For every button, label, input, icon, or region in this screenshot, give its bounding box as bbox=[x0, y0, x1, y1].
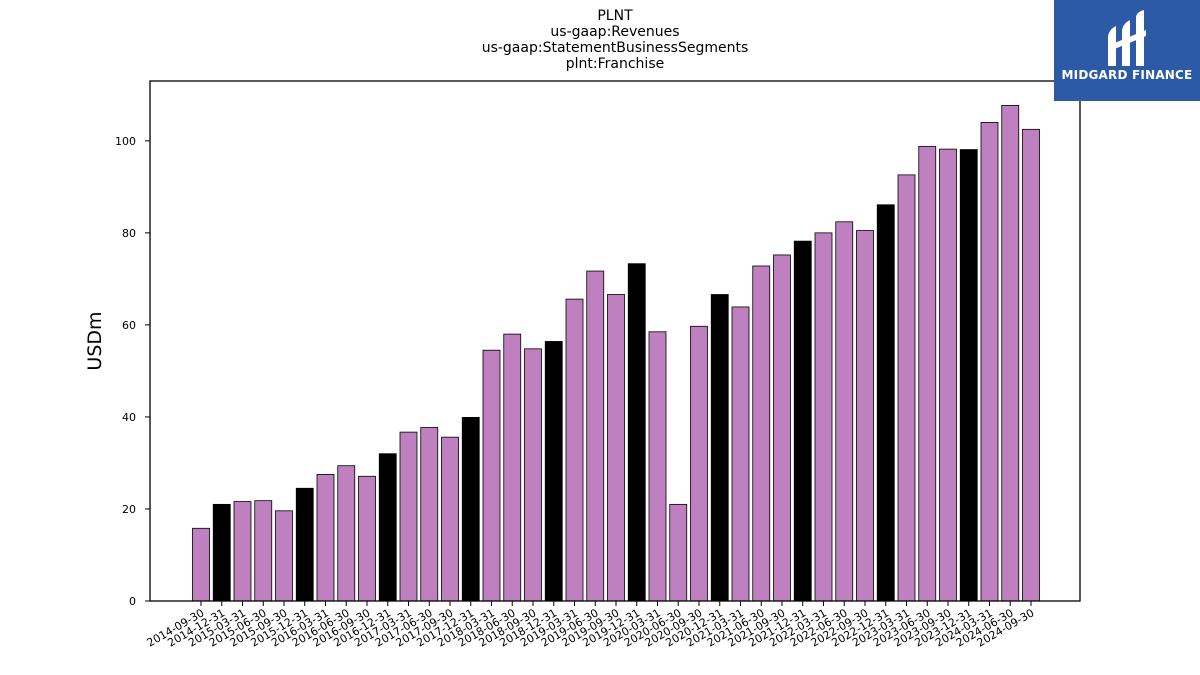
bar-2017-03-31 bbox=[399, 431, 418, 602]
bar-2015-09-30 bbox=[275, 510, 293, 602]
bar-2016-03-31 bbox=[316, 474, 335, 602]
bar-2018-09-30 bbox=[524, 348, 542, 602]
bar-2018-06-30 bbox=[503, 333, 522, 602]
midgard-finance-logo: MIDGARD FINANCE bbox=[1054, 0, 1200, 101]
y-tick-label: 80 bbox=[122, 227, 136, 240]
title-line-ticker: PLNT bbox=[597, 8, 633, 24]
bar-2021-12-31 bbox=[793, 240, 812, 602]
title-line-concept: us-gaap:Revenues bbox=[550, 24, 679, 40]
bar-2022-06-30 bbox=[835, 221, 854, 602]
bar-2015-06-30 bbox=[254, 500, 273, 602]
bar-2016-06-30 bbox=[337, 465, 356, 602]
bar-2019-09-30 bbox=[607, 294, 625, 602]
y-axis-label: USDm bbox=[84, 311, 106, 370]
bar-2023-12-31 bbox=[959, 149, 978, 602]
y-tick-label: 0 bbox=[129, 595, 136, 608]
y-tick-label: 60 bbox=[122, 319, 136, 332]
bar-2021-03-31 bbox=[731, 306, 750, 602]
bar-2022-03-31 bbox=[814, 232, 833, 602]
chart-title: PLNT us-gaap:Revenues us-gaap:StatementB… bbox=[482, 8, 749, 72]
bar-2020-09-30 bbox=[690, 325, 708, 602]
bar-2023-06-30 bbox=[918, 145, 937, 602]
bar-series bbox=[192, 104, 1040, 602]
bar-2024-06-30 bbox=[1001, 104, 1020, 602]
title-line-member: plnt:Franchise bbox=[566, 56, 664, 72]
bar-2020-03-31 bbox=[648, 331, 667, 602]
bar-2024-03-31 bbox=[980, 122, 999, 602]
x-axis: 2014-09-302014-12-312015-03-312015-06-30… bbox=[145, 601, 1037, 650]
bar-2015-12-31 bbox=[295, 487, 314, 602]
bar-2023-09-30 bbox=[939, 148, 957, 602]
title-line-axis: us-gaap:StatementBusinessSegments bbox=[482, 40, 749, 56]
bar-2022-12-31 bbox=[876, 204, 895, 602]
plot-frame bbox=[149, 80, 1081, 602]
logo-mark-icon bbox=[1108, 10, 1146, 66]
bar-2014-09-30 bbox=[192, 527, 210, 602]
bar-2020-06-30 bbox=[669, 503, 688, 602]
bar-2021-06-30 bbox=[752, 265, 771, 602]
bar-2014-12-31 bbox=[212, 503, 231, 602]
bar-2021-09-30 bbox=[773, 254, 791, 602]
bar-2017-06-30 bbox=[420, 427, 439, 602]
bar-2020-12-31 bbox=[710, 294, 729, 602]
bar-2019-12-31 bbox=[627, 263, 646, 602]
bar-2024-09-30 bbox=[1022, 128, 1040, 602]
bar-2017-12-31 bbox=[461, 416, 480, 602]
bar-2016-09-30 bbox=[358, 475, 376, 602]
bar-2016-12-31 bbox=[378, 453, 397, 602]
bar-2017-09-30 bbox=[441, 436, 459, 602]
bar-2023-03-31 bbox=[897, 174, 916, 602]
y-tick-label: 20 bbox=[122, 503, 136, 516]
y-tick-label: 40 bbox=[122, 411, 136, 424]
bar-2019-03-31 bbox=[565, 298, 584, 602]
bar-2019-06-30 bbox=[586, 270, 605, 602]
bar-2022-09-30 bbox=[856, 230, 874, 602]
bar-2018-12-31 bbox=[544, 341, 563, 602]
y-tick-label: 100 bbox=[115, 135, 136, 148]
bar-2015-03-31 bbox=[233, 501, 252, 602]
logo-text: MIDGARD FINANCE bbox=[1061, 68, 1193, 82]
bar-2018-03-31 bbox=[482, 349, 501, 602]
y-axis: 0 20 40 60 80 100 bbox=[115, 135, 150, 608]
